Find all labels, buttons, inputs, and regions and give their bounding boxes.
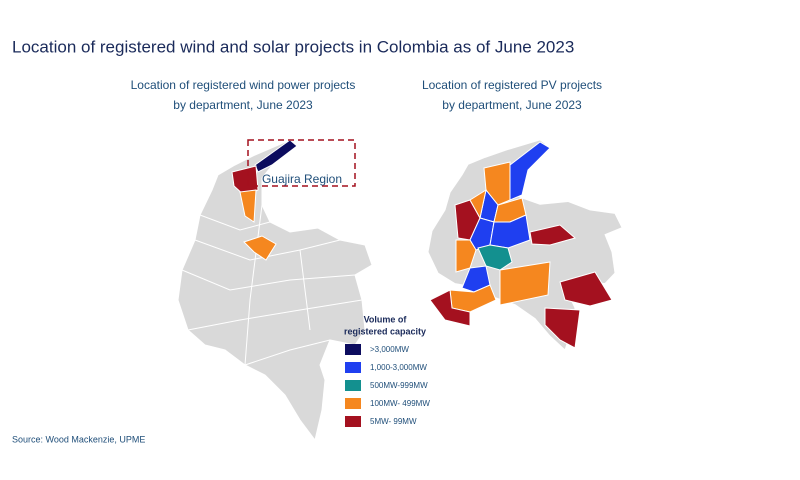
- legend-title: registered capacity: [344, 326, 426, 336]
- pv-map-title: by department, June 2023: [442, 98, 582, 112]
- wind-map: Guajira Region: [177, 139, 373, 442]
- wind-map-title: by department, June 2023: [173, 98, 313, 112]
- legend-label: >3,000MW: [370, 345, 409, 354]
- department: [544, 307, 581, 349]
- legend-swatch: [345, 344, 361, 355]
- legend-label: 500MW-999MW: [370, 381, 428, 390]
- department: [239, 189, 257, 223]
- pv-map: [427, 139, 623, 351]
- legend-label: 1,000-3,000MW: [370, 363, 427, 372]
- department: [455, 239, 477, 273]
- department: [529, 224, 577, 246]
- legend: Volume of registered capacity >3,000MW 1,…: [344, 314, 430, 427]
- department: [243, 235, 277, 261]
- legend-label: 100MW- 499MW: [370, 399, 430, 408]
- legend-label: 5MW- 99MW: [370, 417, 417, 426]
- wind-map-title: Location of registered wind power projec…: [131, 78, 356, 92]
- department: [499, 261, 551, 306]
- annotation-box: [247, 139, 356, 187]
- annotation: Guajira Region: [262, 172, 342, 186]
- legend-swatch: [345, 398, 361, 409]
- department: [483, 161, 511, 206]
- legend-swatch: [345, 416, 361, 427]
- department-borders: [181, 204, 363, 366]
- department: [469, 188, 487, 220]
- legend-swatch: [345, 380, 361, 391]
- department: [429, 289, 471, 327]
- pv-map-title: Location of registered PV projects: [422, 78, 602, 92]
- title: Location of registered wind and solar pr…: [12, 37, 574, 56]
- country-outline: [177, 139, 373, 442]
- department: [254, 139, 298, 173]
- legend-swatch: [345, 362, 361, 373]
- department: [559, 271, 613, 307]
- source: Source: Wood Mackenzie, UPME: [12, 434, 145, 444]
- legend-title: Volume of: [364, 314, 408, 324]
